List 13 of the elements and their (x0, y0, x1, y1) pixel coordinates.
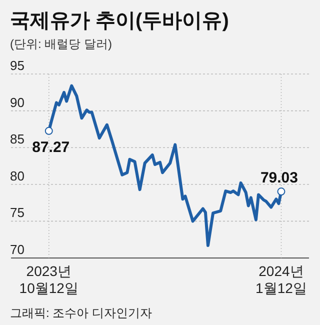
y-tick-label: 90 (10, 94, 24, 110)
y-tick-label: 70 (10, 242, 24, 257)
y-tick-label: 95 (10, 58, 24, 73)
data-label: 79.03 (260, 170, 298, 187)
x-tick-label: 2023년 10월12일 (19, 263, 78, 296)
x-tick-label: 2024년 1월12일 (256, 263, 307, 296)
y-tick-label: 80 (10, 168, 24, 184)
data-label: 87.27 (32, 138, 70, 156)
y-tick-label: 85 (10, 132, 24, 147)
text: 그래픽: 조수아 디자인기자 (10, 306, 152, 320)
chart-title: 국제유가 추이(두바이유) (10, 10, 229, 32)
chart-subtitle: (단위: 배럴당 달러) (10, 37, 112, 51)
y-tick-label: 75 (10, 205, 24, 220)
